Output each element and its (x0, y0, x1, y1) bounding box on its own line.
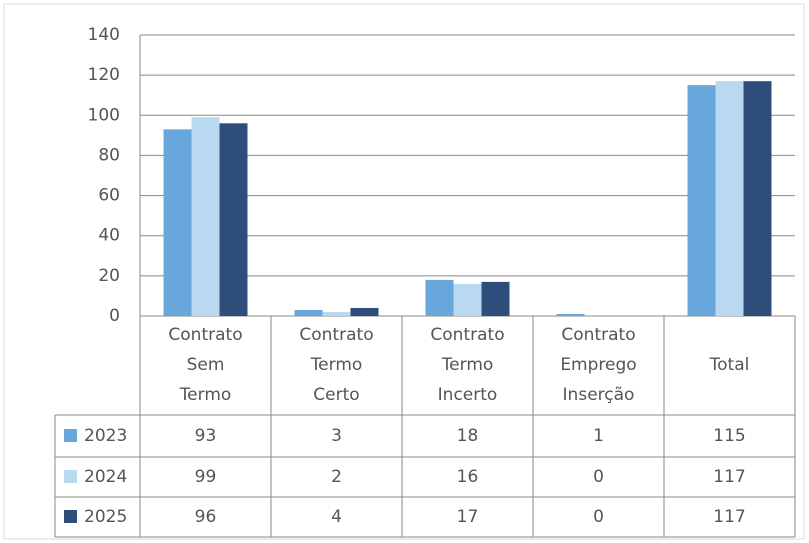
bar (715, 81, 744, 317)
table-value: 17 (457, 507, 479, 527)
bar (350, 307, 379, 316)
y-tick-label: 40 (98, 226, 120, 246)
legend-swatch (64, 510, 77, 523)
legend-swatch (64, 470, 77, 483)
y-tick-label: 80 (98, 145, 120, 165)
table-value: 117 (713, 507, 745, 527)
bar (219, 123, 248, 316)
y-tick-label: 60 (98, 186, 120, 206)
bar (556, 313, 585, 316)
bar (294, 309, 323, 316)
table-value: 3 (331, 426, 342, 446)
legend-label: 2024 (84, 467, 127, 487)
y-tick-label: 100 (88, 105, 120, 125)
bar (687, 85, 716, 316)
bar (322, 311, 351, 316)
table-value: 4 (331, 507, 342, 527)
category-label: Contrato Emprego Inserção (560, 325, 637, 405)
legend-label: 2025 (84, 507, 127, 527)
y-tick-label: 140 (88, 25, 120, 45)
y-tick-label: 20 (98, 266, 120, 286)
bar (163, 129, 192, 316)
table-value: 115 (713, 426, 745, 446)
table-value: 2 (331, 467, 342, 487)
legend-label: 2023 (84, 426, 127, 446)
legend-swatch (64, 429, 77, 442)
table-value: 1 (593, 426, 604, 446)
y-tick-label: 120 (88, 65, 120, 85)
bar (481, 281, 510, 316)
table-value: 0 (593, 467, 604, 487)
table-value: 16 (457, 467, 479, 487)
category-label: Contrato Termo Incerto (430, 325, 505, 405)
bar (425, 279, 454, 316)
category-label: Contrato Termo Certo (299, 325, 374, 405)
bar (453, 283, 482, 316)
table-value: 93 (195, 426, 217, 446)
table-value: 117 (713, 467, 745, 487)
table-value: 0 (593, 507, 604, 527)
bar (743, 81, 772, 317)
bar (191, 117, 220, 317)
category-label: Contrato Sem Termo (168, 325, 243, 405)
table-value: 99 (195, 467, 217, 487)
y-tick-label: 0 (109, 306, 120, 326)
table-value: 96 (195, 507, 217, 527)
chart-border (3, 3, 805, 540)
table-value: 18 (457, 426, 479, 446)
category-label: Total (709, 355, 750, 375)
